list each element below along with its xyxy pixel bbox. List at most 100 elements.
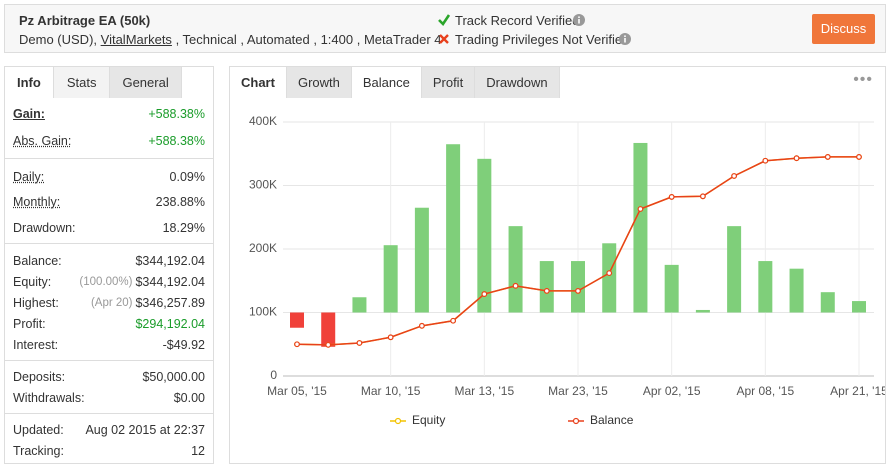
stat-row: Withdrawals: $0.00 (13, 387, 205, 408)
y-tick-label: 200K (249, 241, 277, 255)
stat-label: Profit: (13, 316, 46, 331)
point (387, 334, 394, 341)
account: Demo (USD), (19, 32, 98, 47)
bar (664, 264, 679, 313)
stat-value: $50,000.00 (142, 369, 205, 384)
chart: 0 100K 200K 300K 400K Mar 05, '15 Mar 10, '15 M… (249, 114, 885, 427)
point (668, 194, 675, 200)
stat-row: Updated: Aug 02 2015 at 22:37 (13, 419, 205, 440)
separator (5, 158, 213, 159)
stat-value: 12 (191, 443, 205, 458)
tab[interactable]: Growth (286, 67, 352, 98)
discuss-button[interactable]: Discuss (812, 14, 875, 44)
stat-value: 0.09% (169, 169, 205, 184)
point (543, 288, 550, 294)
cross-icon (439, 34, 449, 44)
stat-value: +588.38% (148, 106, 205, 121)
details: , Technical , Automated , 1:400 , MetaTr… (175, 32, 442, 47)
point (762, 157, 769, 164)
y-tick-label: 400K (249, 114, 277, 128)
broker-link[interactable]: VitalMarkets (100, 32, 172, 47)
stat-label: Tracking: (13, 443, 64, 458)
stat-row: Profit: $294,192.04 (13, 313, 205, 334)
tab[interactable]: Drawdown (475, 67, 560, 98)
point (575, 288, 581, 294)
title: Pz Arbitrage EA (50k) (19, 13, 151, 28)
stat-label: Drawdown: (13, 220, 76, 235)
stat-value: $344,192.04 (135, 253, 205, 268)
tab[interactable]: Info (5, 67, 54, 98)
stat-value: $346,257.89 (135, 295, 205, 310)
tab[interactable]: Profit (421, 67, 476, 98)
stat-row: Daily: 0.09% (13, 164, 205, 190)
point (793, 155, 800, 162)
panel-tabs: Info Stats General (5, 67, 182, 98)
stat-value: -$49.92 (162, 337, 205, 352)
stat-label: Interest: (13, 337, 59, 352)
bar (352, 297, 367, 313)
bar (477, 158, 492, 313)
y-tick-label: 300K (249, 178, 277, 192)
stat-value: +588.38% (148, 133, 205, 148)
bar (414, 207, 429, 313)
check-icon (438, 14, 451, 27)
point (637, 206, 644, 212)
stat-value: Aug 02 2015 at 22:37 (85, 422, 205, 437)
point (418, 322, 425, 329)
point (699, 193, 706, 200)
stat-label: Updated: (13, 422, 64, 437)
stat-row: Interest: -$49.92 (13, 334, 205, 355)
x-tick-label: Apr 08, '15 (736, 384, 794, 398)
more-menu[interactable]: ••• (853, 71, 873, 88)
stat-row: Tracking: 12 (13, 440, 205, 461)
tab[interactable]: Chart (230, 67, 287, 98)
stat-row: Drawdown: 18.29% (13, 215, 205, 241)
tab[interactable]: Balance (351, 67, 422, 98)
point (512, 282, 519, 289)
account-line: Demo (USD), VitalMarkets , Technical , A… (19, 32, 442, 47)
bar (290, 312, 304, 328)
x-tick-label: Apr 21, '15 (830, 384, 885, 398)
stat-row: Highest: (Apr 20) $346,257.89 (13, 292, 205, 313)
bar (852, 301, 866, 313)
bar (602, 243, 617, 313)
bar (789, 268, 804, 313)
stat-note: (100.00%) (79, 275, 133, 288)
stat-row: Gain: +588.38% (13, 100, 205, 127)
point (824, 154, 831, 160)
legend-label[interactable]: Balance (590, 413, 634, 427)
stat-row: Deposits: $50,000.00 (13, 366, 205, 387)
info-icon[interactable] (619, 33, 631, 45)
stat-value: $344,192.04 (135, 274, 205, 289)
stat-row: Balance: $344,192.04 (13, 250, 205, 271)
stat-value: 18.29% (162, 220, 205, 235)
point (356, 340, 363, 346)
point (731, 173, 738, 179)
point (481, 291, 488, 297)
x-tick-label: Mar 23, '15 (548, 384, 608, 398)
y-tick-label: 0 (270, 368, 277, 382)
info-icon[interactable] (573, 14, 585, 26)
tab[interactable]: General (110, 67, 182, 98)
trading-privileges: Trading Privileges Not Verified (455, 32, 630, 47)
separator (5, 360, 213, 361)
stat-row: Equity: (100.00%) $344,192.04 (13, 271, 205, 292)
legend-label[interactable]: Equity (412, 413, 445, 427)
tab[interactable]: Stats (53, 67, 111, 98)
bar (321, 312, 336, 347)
bar (446, 144, 461, 313)
separator (5, 243, 213, 244)
bar (633, 142, 648, 313)
stat-label: Daily: (13, 169, 45, 184)
separator (5, 413, 213, 414)
x-tick-label: Mar 05, '15 (267, 384, 327, 398)
stat-value: $0.00 (173, 390, 205, 405)
stat-row: Monthly: 238.88% (13, 190, 205, 216)
header: Pz Arbitrage EA (50k) Demo (USD), VitalM… (4, 4, 886, 53)
stat-label: Abs. Gain: (13, 133, 72, 148)
bar (695, 309, 710, 313)
bar (758, 261, 773, 313)
legend-marker (394, 417, 402, 425)
info-panel: Info Stats General Gain: +588.38% Abs. Gain:… (4, 66, 214, 464)
